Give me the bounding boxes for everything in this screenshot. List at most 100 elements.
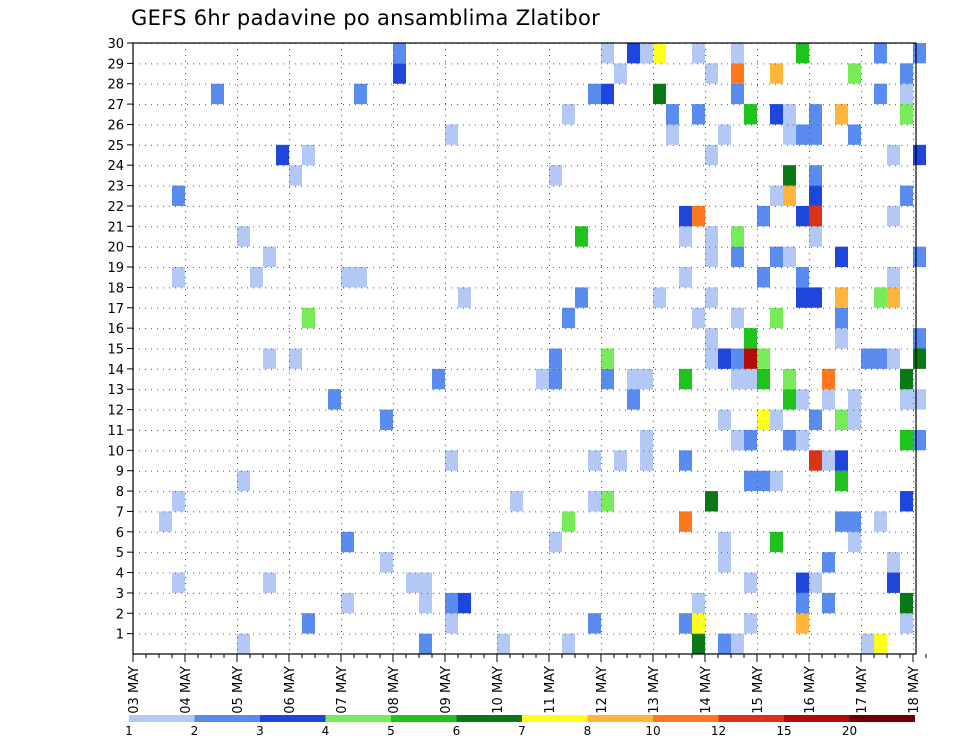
cells-layer — [159, 43, 926, 654]
heatmap-cell — [757, 409, 770, 430]
heatmap-cell — [419, 633, 432, 654]
y-tick-label: 16 — [107, 322, 124, 337]
legend-label: 6 — [453, 724, 461, 738]
heatmap-cell — [705, 328, 718, 349]
heatmap-cell — [744, 429, 757, 451]
heatmap-cell — [692, 307, 705, 329]
legend-swatch — [587, 715, 653, 722]
heatmap-cell — [809, 104, 822, 125]
x-tick-label: 17 MAY — [855, 666, 870, 714]
heatmap-cell — [757, 470, 770, 492]
heatmap-cell — [744, 104, 757, 125]
y-tick-label: 18 — [107, 281, 124, 296]
legend-swatch — [718, 715, 784, 722]
heatmap-cell — [809, 226, 822, 247]
heatmap-cell — [783, 124, 796, 145]
y-tick-label: 4 — [116, 567, 124, 582]
legend-label: 3 — [256, 724, 264, 738]
heatmap-cell — [458, 287, 471, 308]
axis-layer: 1234567891011121314151617181920212223242… — [107, 37, 927, 714]
heatmap-cell — [172, 491, 185, 512]
y-tick-label: 9 — [116, 465, 124, 480]
heatmap-cell — [640, 368, 653, 390]
x-tick-label: 03 MAY — [127, 666, 142, 714]
heatmap-cell — [770, 307, 783, 329]
heatmap-cell — [237, 633, 250, 654]
heatmap-cell — [653, 83, 666, 105]
heatmap-cell — [796, 43, 809, 64]
heatmap-cell — [692, 205, 705, 227]
heatmap-cell — [887, 144, 900, 166]
heatmap-cell — [809, 450, 822, 471]
y-tick-label: 28 — [107, 78, 124, 93]
heatmap-cell — [679, 450, 692, 471]
heatmap-cell — [263, 348, 276, 369]
heatmap-cell — [601, 348, 614, 369]
heatmap-cell — [510, 491, 523, 512]
heatmap-cell — [666, 104, 679, 125]
heatmap-cell — [575, 226, 588, 247]
heatmap-cell — [731, 83, 744, 105]
heatmap-cell — [796, 389, 809, 410]
heatmap-cell — [705, 491, 718, 512]
heatmap-cell — [822, 592, 835, 614]
heatmap-cell — [302, 613, 315, 634]
heatmap-cell — [705, 287, 718, 308]
x-tick-label: 13 MAY — [647, 666, 662, 714]
heatmap-cell — [289, 348, 302, 369]
heatmap-cell — [887, 267, 900, 288]
heatmap-cell — [588, 450, 601, 471]
heatmap-cell — [744, 613, 757, 634]
heatmap-cell — [549, 531, 562, 553]
x-tick-label: 16 MAY — [803, 666, 818, 714]
heatmap-cell — [783, 165, 796, 186]
heatmap-cell — [627, 43, 640, 64]
legend-swatch — [391, 715, 457, 722]
heatmap-cell — [900, 429, 913, 451]
heatmap-cell — [588, 83, 601, 105]
heatmap-cell — [796, 613, 809, 634]
heatmap-cell — [731, 63, 744, 84]
heatmap-cell — [419, 592, 432, 614]
x-tick-label: 15 MAY — [751, 666, 766, 714]
heatmap-cell — [380, 552, 393, 573]
heatmap-cell — [406, 572, 419, 593]
heatmap-cell — [276, 144, 289, 166]
heatmap-cell — [900, 592, 913, 614]
heatmap-cell — [679, 205, 692, 227]
heatmap-cell — [913, 429, 926, 451]
x-tick-label: 06 MAY — [283, 666, 298, 714]
y-tick-label: 29 — [107, 57, 124, 72]
heatmap-cell — [874, 511, 887, 532]
heatmap-cell — [445, 592, 458, 614]
x-tick-label: 10 MAY — [491, 666, 506, 714]
heatmap-cell — [796, 287, 809, 308]
heatmap-cell — [835, 511, 848, 532]
y-tick-label: 15 — [107, 343, 124, 358]
legend-swatch — [129, 715, 195, 722]
heatmap-cell — [718, 531, 731, 553]
heatmap-cell — [783, 185, 796, 206]
heatmap-cell — [731, 348, 744, 369]
heatmap-cell — [835, 287, 848, 308]
legend-swatch — [653, 715, 719, 722]
heatmap-cell — [731, 226, 744, 247]
y-tick-label: 23 — [107, 180, 124, 195]
y-tick-label: 24 — [107, 159, 124, 174]
heatmap-cell — [328, 389, 341, 410]
heatmap-cell — [640, 43, 653, 64]
legend-swatch — [260, 715, 326, 722]
y-tick-label: 12 — [107, 404, 124, 419]
heatmap-cell — [679, 267, 692, 288]
heatmap-cell — [796, 205, 809, 227]
heatmap-cell — [887, 572, 900, 593]
y-tick-label: 20 — [107, 241, 124, 256]
heatmap-cell — [913, 144, 926, 166]
heatmap-cell — [731, 368, 744, 390]
heatmap-cell — [900, 83, 913, 105]
legend-layer: 1 2 3 4 5 6 7 8 10 12 15 20 — [125, 715, 915, 738]
heatmap-cell — [614, 450, 627, 471]
y-tick-label: 27 — [107, 98, 124, 113]
heatmap-cell — [848, 409, 861, 430]
heatmap-cell — [549, 165, 562, 186]
